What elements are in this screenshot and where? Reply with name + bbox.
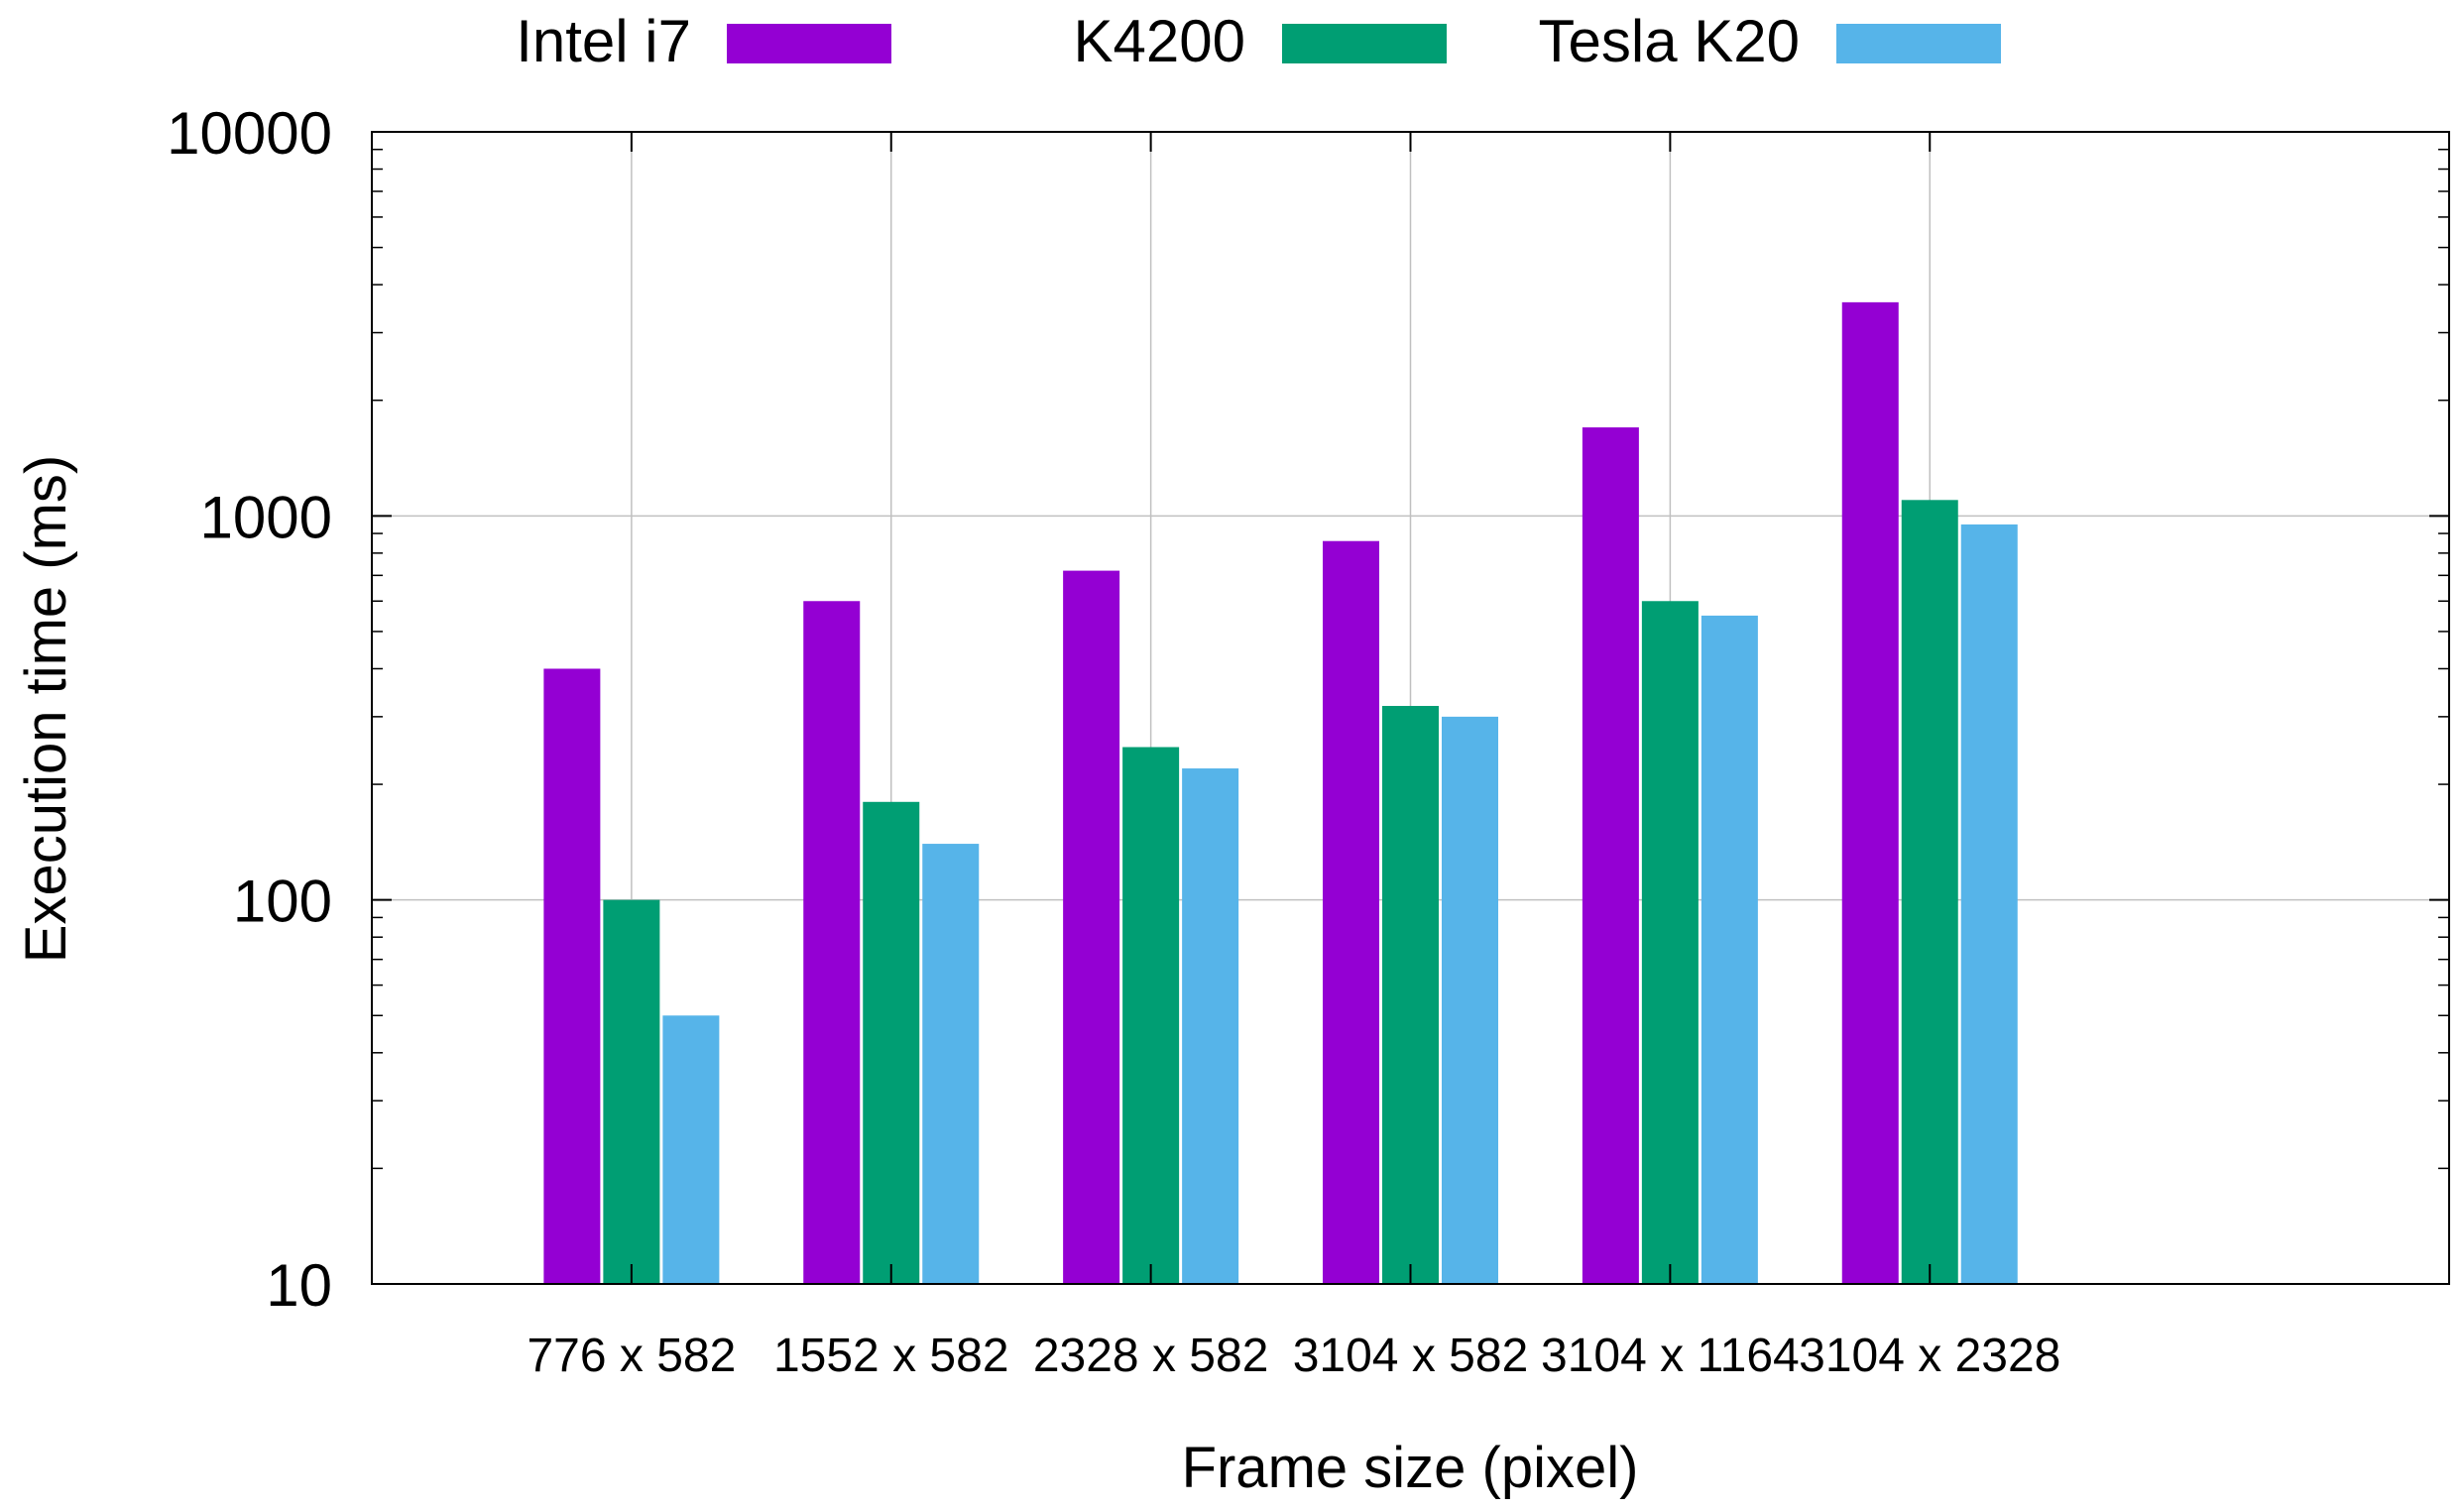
- x-tick-label: 3104 x 2328: [1799, 1330, 2060, 1382]
- legend-swatch: [1836, 24, 2001, 63]
- bar-tesla-k20-2: [1182, 768, 1239, 1284]
- x-tick-label: 2328 x 582: [1033, 1330, 1269, 1382]
- legend-swatch: [727, 24, 891, 63]
- y-axis-title: Execution time (ms): [14, 455, 78, 963]
- y-tick-label: 100: [233, 869, 332, 935]
- bar-k4200-1: [863, 801, 920, 1284]
- bar-k4200-3: [1382, 706, 1439, 1284]
- bar-tesla-k20-4: [1701, 615, 1758, 1284]
- bar-k4200-4: [1641, 601, 1699, 1284]
- bar-intel-i7-1: [803, 601, 861, 1284]
- bar-tesla-k20-0: [662, 1015, 720, 1284]
- bars: [543, 301, 2018, 1285]
- legend-label: K4200: [1074, 8, 1246, 74]
- bar-k4200-5: [1901, 500, 1958, 1285]
- bar-tesla-k20-1: [922, 844, 980, 1284]
- legend-label: Intel i7: [516, 8, 691, 74]
- bar-tesla-k20-5: [1960, 523, 2018, 1284]
- bar-tesla-k20-3: [1442, 716, 1498, 1284]
- x-tick-label: 776 x 582: [527, 1330, 736, 1382]
- tick-labels: 10 100 1000 10000 776 x 582 1552 x 582 2328 x …: [167, 100, 2060, 1382]
- x-tick-label: 3104 x 582: [1293, 1330, 1529, 1382]
- bar-k4200-2: [1122, 747, 1180, 1284]
- legend: Intel i7 K4200 Tesla K20: [516, 8, 2001, 74]
- bar-intel-i7-3: [1323, 540, 1379, 1284]
- bar-intel-i7-4: [1582, 427, 1639, 1285]
- x-tick-label: 3104 x 1164: [1541, 1330, 1800, 1382]
- y-tick-label: 10000: [167, 100, 332, 167]
- x-tick-label: 1552 x 582: [773, 1330, 1009, 1382]
- legend-swatch: [1282, 24, 1447, 63]
- bar-k4200-0: [603, 899, 660, 1284]
- bar-intel-i7-5: [1841, 301, 1899, 1284]
- legend-label: Tesla K20: [1539, 8, 1801, 74]
- bar-intel-i7-2: [1063, 570, 1120, 1284]
- x-axis-title: Frame size (pixel): [1182, 1436, 1639, 1500]
- bar-intel-i7-0: [543, 668, 601, 1284]
- y-tick-label: 10: [266, 1252, 332, 1319]
- y-tick-label: 1000: [200, 484, 332, 550]
- axis-ticks: [372, 131, 2449, 1285]
